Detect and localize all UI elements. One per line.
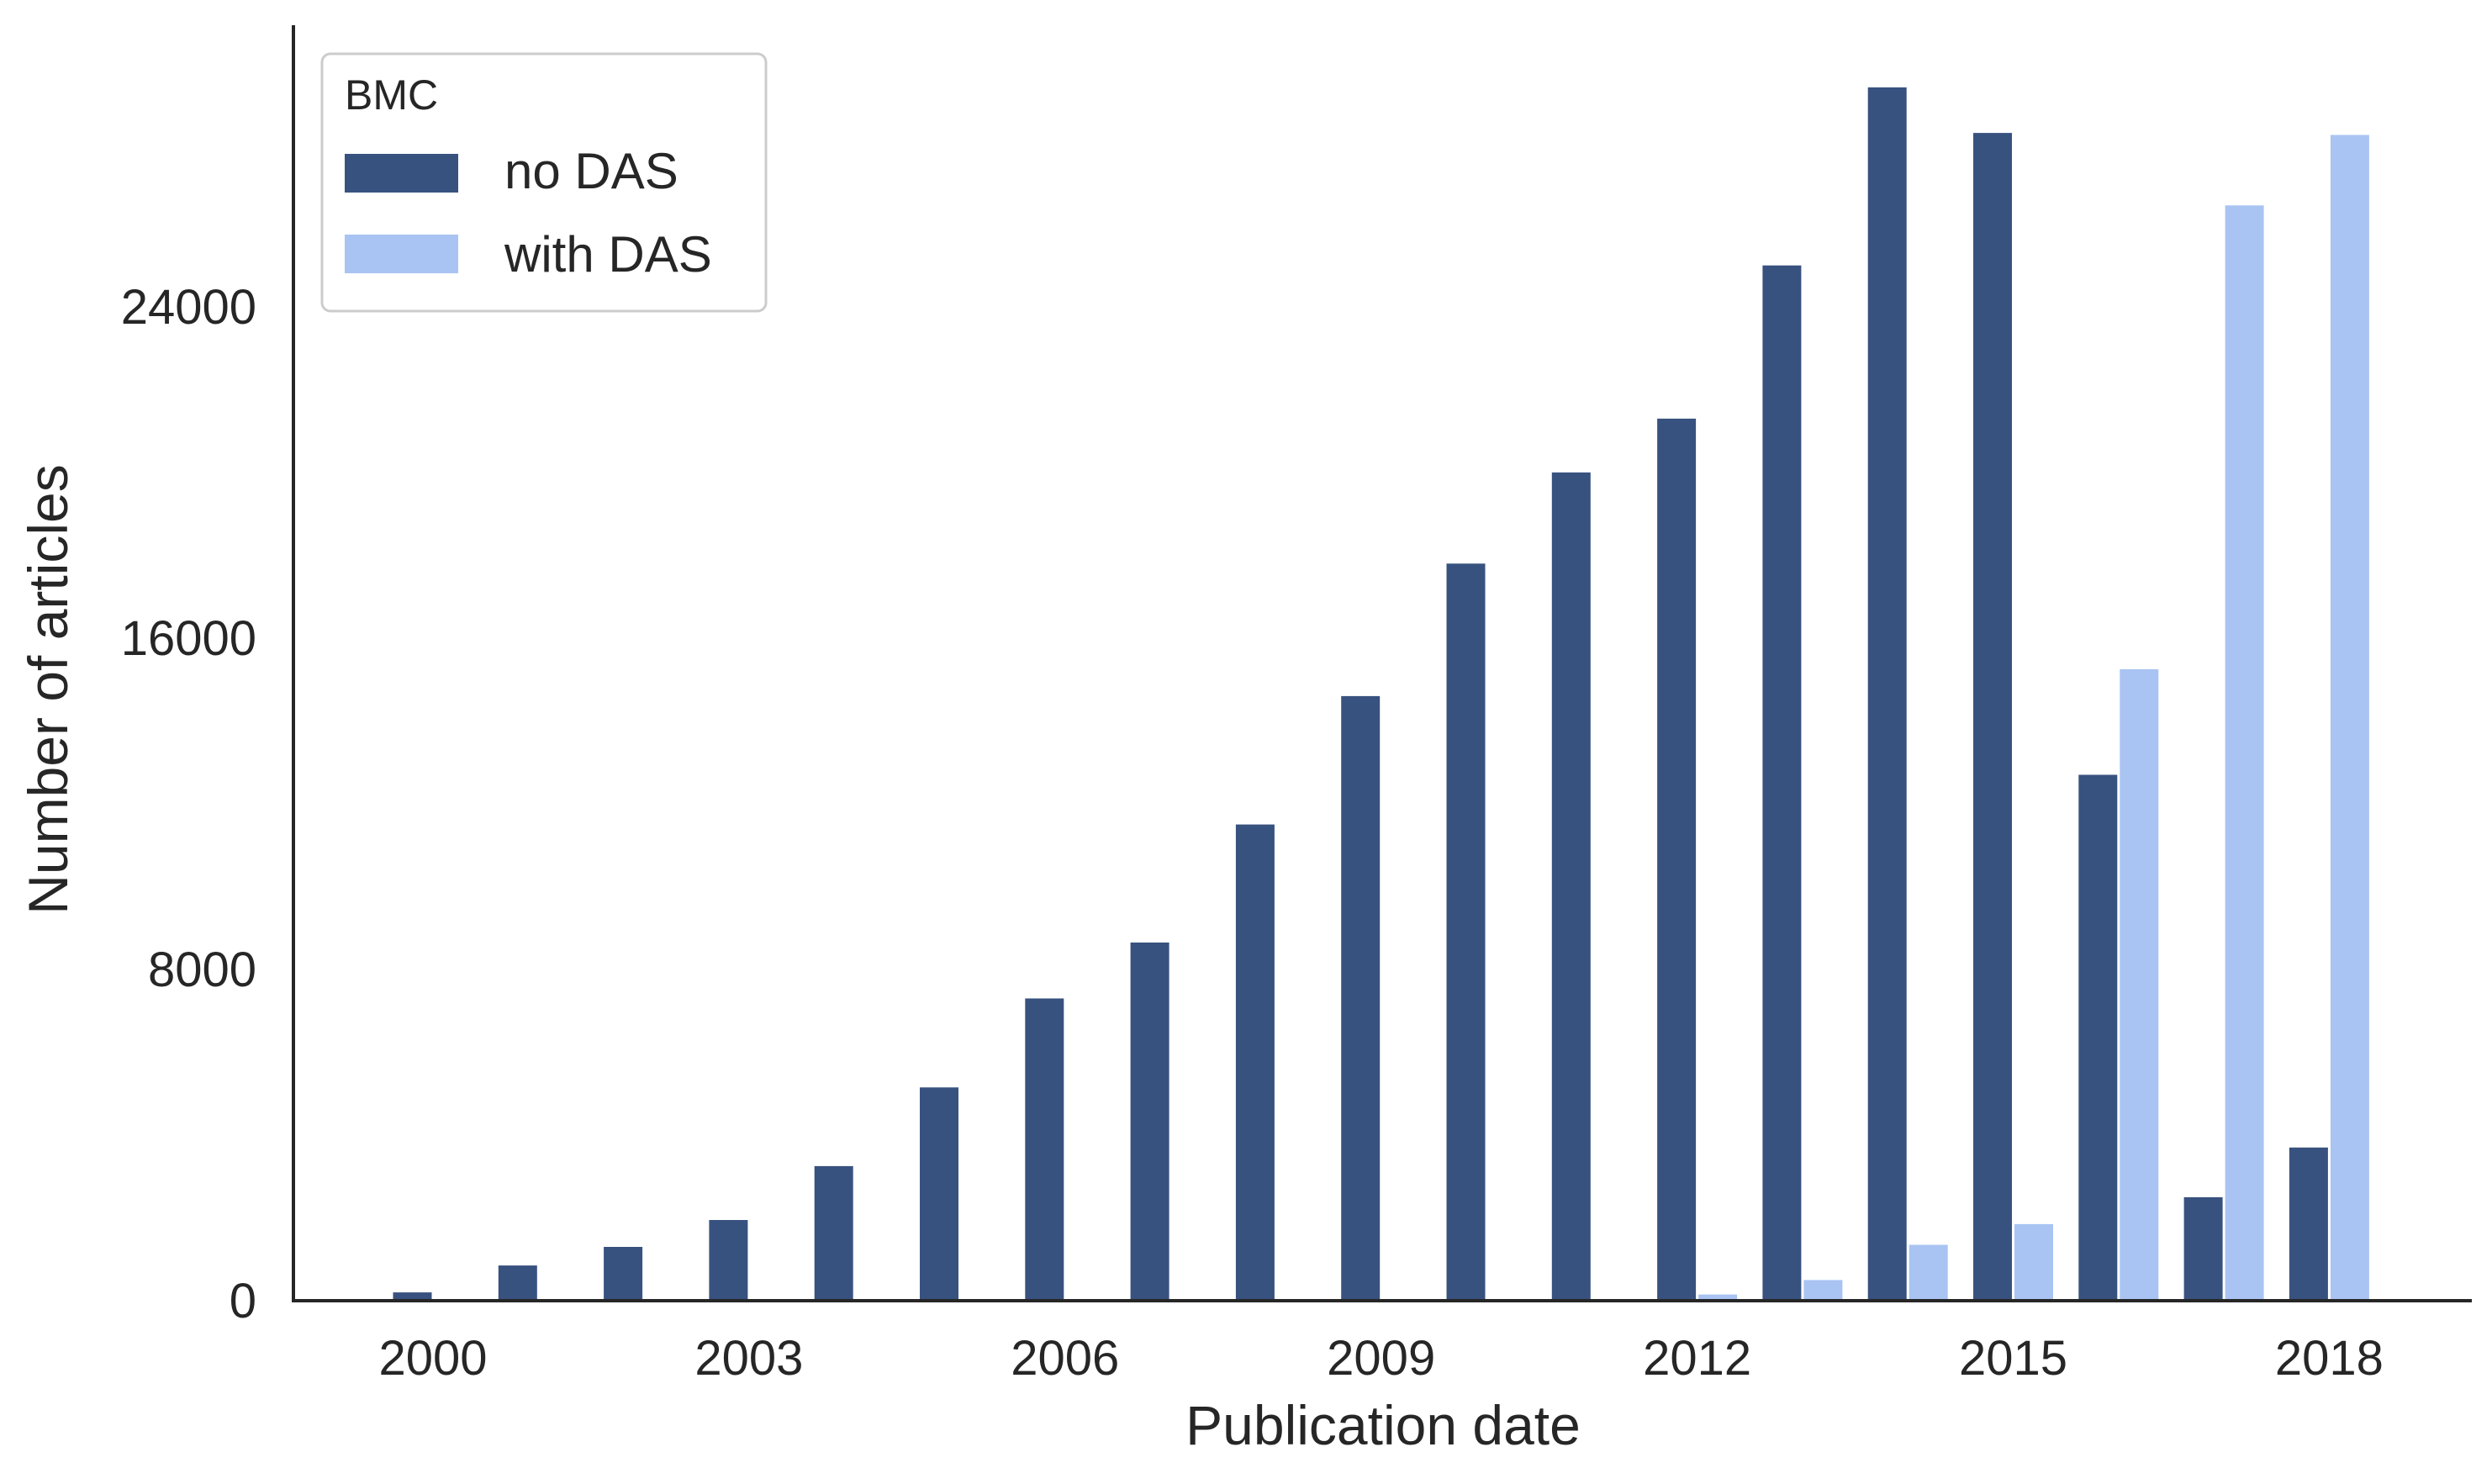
bar-no-das-2014	[1867, 87, 1907, 1301]
legend-swatch-with-das	[345, 235, 458, 273]
bar-no-das-2012	[1657, 418, 1697, 1301]
bar-no-das-2004	[814, 1165, 853, 1301]
bar-with-das-2015	[2014, 1223, 2053, 1301]
bar-no-das-2006	[1025, 998, 1064, 1301]
bar-with-das-2013	[1803, 1280, 1843, 1301]
bar-with-das-2018	[2330, 135, 2369, 1301]
y-tick-label: 8000	[148, 943, 256, 997]
legend-swatch-no-das	[345, 154, 458, 193]
bar-no-das-2008	[1235, 824, 1275, 1301]
x-tick-label: 2000	[378, 1331, 487, 1386]
bars-layer	[393, 87, 2369, 1302]
bar-no-das-2016	[2078, 774, 2118, 1301]
y-tick-label: 24000	[121, 280, 256, 335]
x-tick-labels: 2000 2003 2006 2009 2012 2015 2018	[378, 1331, 2383, 1386]
legend-label-no-das: no DAS	[504, 143, 678, 199]
legend-label-with-das: with DAS	[504, 226, 712, 283]
bar-no-das-2000	[393, 1292, 432, 1301]
x-tick-label: 2003	[694, 1331, 803, 1386]
y-axis-title: Number of articles	[17, 464, 79, 915]
bar-no-das-2009	[1341, 695, 1381, 1301]
y-tick-label: 0	[230, 1274, 256, 1328]
bar-with-das-2012	[1698, 1294, 1738, 1301]
bar-no-das-2018	[2289, 1147, 2328, 1301]
x-tick-label: 2015	[1959, 1331, 2067, 1386]
y-tick-label: 16000	[121, 611, 256, 666]
bar-with-das-2014	[1909, 1244, 1948, 1301]
bar-no-das-2007	[1130, 943, 1169, 1301]
bar-no-das-2003	[709, 1220, 748, 1301]
bar-no-das-2011	[1551, 472, 1591, 1301]
bar-with-das-2016	[2120, 668, 2159, 1301]
bar-no-das-2005	[920, 1087, 958, 1301]
bar-no-das-2002	[604, 1247, 643, 1301]
x-tick-label: 2018	[2275, 1331, 2384, 1386]
bar-no-das-2010	[1446, 563, 1486, 1301]
y-tick-labels: 0 8000 16000 24000	[121, 280, 256, 1328]
x-tick-label: 2006	[1011, 1331, 1119, 1386]
bar-with-das-2017	[2225, 205, 2264, 1301]
bar-no-das-2001	[498, 1265, 537, 1301]
legend-title: BMC	[345, 71, 438, 119]
bar-no-das-2015	[1973, 133, 2012, 1302]
x-tick-label: 2009	[1327, 1331, 1435, 1386]
legend: BMC no DAS with DAS	[320, 52, 768, 313]
bar-no-das-2017	[2183, 1196, 2223, 1301]
x-tick-label: 2012	[1643, 1331, 1751, 1386]
bar-no-das-2013	[1762, 265, 1802, 1302]
x-axis-title: Publication date	[1185, 1394, 1581, 1456]
